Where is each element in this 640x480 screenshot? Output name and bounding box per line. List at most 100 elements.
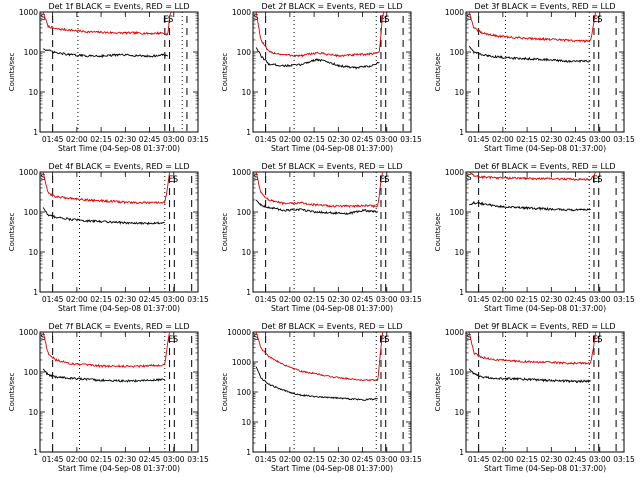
x-tick-label: 02:45	[565, 455, 587, 464]
chart-title: Det 8f BLACK = Events, RED = LLD	[261, 322, 402, 331]
S-marker-label: S	[384, 15, 390, 25]
y-axis-label: Counts/sec	[8, 53, 16, 92]
y-tick-label: 10	[28, 408, 38, 417]
S-marker-label: S	[597, 175, 603, 185]
lld-series-line	[42, 171, 171, 205]
y-tick-label: 1	[246, 448, 251, 457]
x-tick-label: 03:15	[187, 455, 209, 464]
S-marker-label-left: S	[253, 173, 258, 182]
S-marker-label: S	[597, 15, 603, 25]
y-tick-label: 10	[241, 88, 251, 97]
y-tick-label: 1000	[19, 328, 38, 337]
E-marker-label: E	[592, 15, 598, 25]
S-marker-label-left: S	[40, 333, 45, 342]
plot-frame	[465, 331, 625, 453]
x-tick-label: 02:45	[352, 135, 374, 144]
y-tick-label: 1	[246, 288, 251, 297]
y-axis-label: Counts/sec	[434, 373, 442, 412]
x-tick-label: 03:00	[163, 455, 185, 464]
x-tick-label: 02:15	[516, 295, 538, 304]
x-tick-label: 01:45	[42, 135, 64, 144]
y-tick-label: 10	[454, 88, 464, 97]
x-tick-label: 02:00	[492, 455, 514, 464]
y-tick-label: 1	[459, 128, 464, 137]
y-tick-label: 100	[237, 388, 252, 397]
lld-series-line	[255, 11, 385, 58]
x-tick-label: 02:30	[541, 135, 563, 144]
x-tick-label: 01:45	[468, 135, 490, 144]
chart-title: Det 6f BLACK = Events, RED = LLD	[474, 162, 615, 171]
chart-title: Det 7f BLACK = Events, RED = LLD	[48, 322, 189, 331]
lld-series-line	[468, 11, 597, 43]
chart-title: Det 1f BLACK = Events, RED = LLD	[48, 2, 189, 11]
x-tick-label: 02:30	[328, 135, 350, 144]
y-tick-label: 1000	[445, 328, 464, 337]
y-tick-label: 10	[454, 408, 464, 417]
x-tick-label: 01:45	[468, 455, 490, 464]
y-tick-label: 100	[237, 208, 252, 217]
S-marker-label-left: S	[466, 173, 471, 182]
x-axis-label: Start Time (04-Sep-08 01:37:00)	[271, 304, 393, 313]
y-tick-label: 1	[33, 288, 38, 297]
x-tick-label: 02:00	[66, 135, 88, 144]
chart-title: Det 4f BLACK = Events, RED = LLD	[48, 162, 189, 171]
y-tick-label: 10	[241, 248, 251, 257]
lld-series-line	[255, 331, 384, 382]
plot-frame	[252, 171, 412, 293]
S-marker-label: S	[168, 15, 174, 25]
y-tick-label: 1000	[445, 8, 464, 17]
x-tick-label: 02:15	[90, 135, 112, 144]
x-tick-label: 01:45	[255, 295, 277, 304]
y-axis-label: Counts/sec	[221, 213, 229, 252]
x-tick-label: 02:15	[303, 455, 325, 464]
x-axis-label: Start Time (04-Sep-08 01:37:00)	[58, 144, 180, 153]
y-tick-label: 1	[459, 448, 464, 457]
x-tick-label: 02:45	[565, 295, 587, 304]
x-tick-label: 03:00	[163, 295, 185, 304]
S-marker-label: S	[597, 335, 603, 345]
events-series-line	[43, 48, 169, 59]
x-tick-label: 02:15	[303, 135, 325, 144]
x-axis-label: Start Time (04-Sep-08 01:37:00)	[271, 144, 393, 153]
x-tick-label: 01:45	[468, 295, 490, 304]
E-marker-label: E	[379, 175, 385, 185]
y-tick-label: 10	[28, 88, 38, 97]
events-series-line	[255, 199, 378, 216]
S-marker-label-left: S	[40, 13, 45, 22]
chart-panel-3: Det 3f BLACK = Events, RED = LLD 1 10 100 10…	[434, 2, 635, 153]
events-series-line	[42, 207, 165, 226]
y-tick-label: 100	[450, 368, 465, 377]
x-tick-label: 02:45	[565, 135, 587, 144]
x-tick-label: 03:15	[400, 295, 422, 304]
y-tick-label: 100	[24, 368, 39, 377]
S-marker-label: S	[172, 335, 178, 345]
y-axis-label: Counts/sec	[8, 213, 16, 252]
x-tick-label: 03:15	[187, 135, 209, 144]
x-tick-label: 02:30	[541, 295, 563, 304]
S-marker-label: S	[172, 175, 178, 185]
y-tick-label: 100	[24, 208, 39, 217]
chart-panel-1: Det 1f BLACK = Events, RED = LLD 1 10 100 10…	[8, 2, 209, 153]
chart-title: Det 5f BLACK = Events, RED = LLD	[261, 162, 402, 171]
events-series-line	[255, 47, 380, 70]
y-tick-label: 1000	[232, 8, 251, 17]
x-tick-label: 02:00	[279, 135, 301, 144]
events-series-line	[42, 368, 165, 383]
plot-frame	[465, 171, 625, 293]
x-tick-label: 03:15	[400, 135, 422, 144]
x-tick-label: 03:00	[376, 135, 398, 144]
chart-panel-5: Det 5f BLACK = Events, RED = LLD 1 10 100 10…	[221, 162, 422, 313]
x-tick-label: 02:15	[90, 455, 112, 464]
x-tick-label: 02:30	[115, 135, 137, 144]
E-marker-label: E	[592, 335, 598, 345]
chart-title: Det 9f BLACK = Events, RED = LLD	[474, 322, 615, 331]
x-tick-label: 03:15	[613, 455, 635, 464]
y-tick-label: 1	[33, 128, 38, 137]
x-tick-label: 02:15	[516, 455, 538, 464]
E-marker-label: E	[168, 335, 174, 345]
S-marker-label-left: S	[253, 333, 258, 342]
x-tick-label: 01:45	[42, 295, 64, 304]
x-tick-label: 02:00	[66, 295, 88, 304]
y-axis-label: Counts/sec	[434, 213, 442, 252]
